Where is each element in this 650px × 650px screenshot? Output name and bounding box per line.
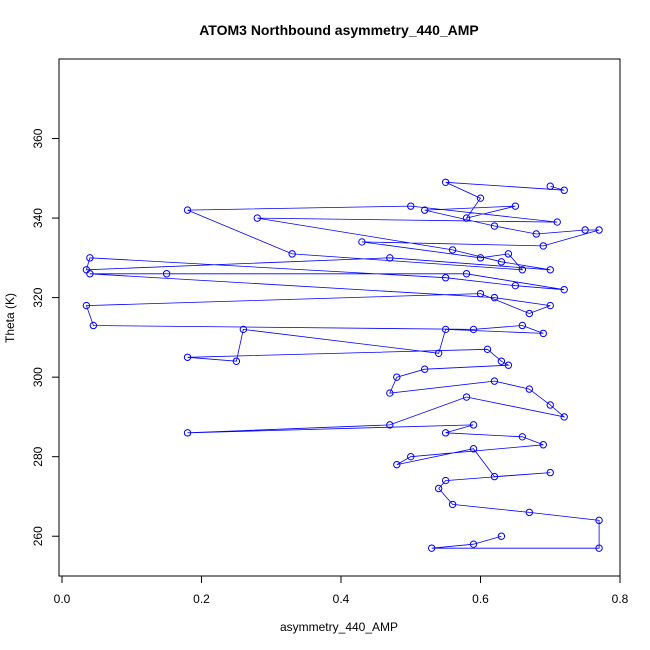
data-point — [560, 285, 568, 294]
data-point — [434, 349, 443, 357]
data-point — [441, 325, 450, 334]
data-point — [525, 508, 534, 517]
data-point — [539, 441, 547, 449]
data-point — [469, 325, 478, 334]
data-point — [386, 254, 394, 262]
data-point — [560, 186, 568, 194]
data-point — [386, 421, 394, 429]
data-point — [441, 476, 450, 485]
data-point — [476, 254, 485, 262]
data-point — [511, 281, 520, 290]
data-point — [407, 202, 415, 210]
x-axis: 0.0 0.2 0.4 0.6 0.8 — [54, 575, 629, 606]
data-point — [532, 230, 540, 238]
y-tick-label: 300 — [31, 367, 45, 387]
x-tick-label: 0.4 — [333, 592, 350, 606]
y-axis: 260 280 300 320 340 360 — [31, 128, 60, 546]
data-point — [546, 182, 554, 190]
data-point — [490, 472, 499, 481]
data-point — [183, 206, 192, 214]
data-point — [581, 226, 589, 234]
data-point — [358, 238, 366, 246]
data-point — [518, 266, 527, 274]
y-tick-label: 280 — [31, 446, 45, 466]
data-point — [183, 429, 192, 437]
data-point — [476, 289, 485, 298]
y-tick-label: 360 — [31, 128, 45, 148]
data-point — [511, 202, 520, 210]
data-point — [539, 329, 547, 338]
data-point — [595, 544, 603, 552]
data-point — [82, 301, 91, 310]
data-point — [239, 325, 248, 334]
data-point — [441, 429, 450, 437]
data-point — [595, 226, 603, 234]
data-point — [421, 206, 429, 214]
data-point — [560, 413, 568, 421]
data-point — [546, 468, 554, 477]
series-line — [85, 181, 600, 549]
data-point — [469, 445, 478, 453]
data-point — [490, 377, 499, 385]
data-point — [253, 214, 261, 222]
data-point — [462, 214, 471, 222]
y-tick-label: 260 — [31, 526, 45, 546]
plot-frame — [58, 58, 621, 577]
data-point — [497, 258, 506, 266]
x-axis-label: asymmetry_440_AMP — [280, 620, 398, 634]
data-point — [490, 293, 499, 302]
data-point — [490, 222, 499, 230]
x-tick-label: 0.6 — [472, 592, 489, 606]
x-tick-label: 0.2 — [193, 592, 210, 606]
data-layer — [82, 178, 603, 552]
data-point — [448, 500, 457, 509]
data-point — [434, 484, 443, 493]
data-point — [546, 401, 554, 409]
data-point — [525, 309, 534, 318]
data-point — [407, 452, 415, 461]
data-point — [497, 357, 506, 365]
x-tick-label: 0.8 — [612, 592, 629, 606]
data-point — [476, 194, 485, 202]
data-point — [595, 516, 603, 525]
data-point — [183, 353, 192, 361]
data-point — [393, 373, 401, 381]
data-point — [525, 385, 534, 393]
chart-title: ATOM3 Northbound asymmetry_440_AMP — [199, 22, 479, 38]
data-point — [421, 365, 429, 373]
data-point — [539, 242, 547, 250]
data-point — [504, 361, 513, 369]
data-point — [518, 321, 527, 330]
y-axis-label: Theta (K) — [3, 293, 17, 343]
y-tick-label: 340 — [31, 208, 45, 228]
data-point — [232, 357, 241, 365]
data-point — [427, 544, 436, 552]
data-point — [288, 250, 296, 258]
data-point — [386, 389, 394, 397]
data-point — [441, 178, 450, 186]
data-point — [518, 433, 527, 441]
data-point — [162, 270, 171, 278]
data-point — [89, 321, 98, 330]
data-point — [441, 274, 450, 282]
data-point — [469, 421, 478, 429]
data-point — [86, 270, 94, 278]
data-point — [462, 270, 471, 278]
y-tick-label: 320 — [31, 287, 45, 307]
data-point — [553, 218, 561, 226]
data-point — [86, 254, 94, 262]
data-point — [483, 345, 492, 354]
data-point — [469, 540, 478, 548]
x-tick-label: 0.0 — [54, 592, 71, 606]
data-point — [462, 393, 471, 401]
data-point — [546, 266, 554, 274]
data-point — [448, 246, 457, 254]
data-point — [504, 250, 513, 258]
data-point — [393, 460, 401, 469]
data-point — [497, 532, 506, 540]
data-point — [546, 301, 554, 310]
